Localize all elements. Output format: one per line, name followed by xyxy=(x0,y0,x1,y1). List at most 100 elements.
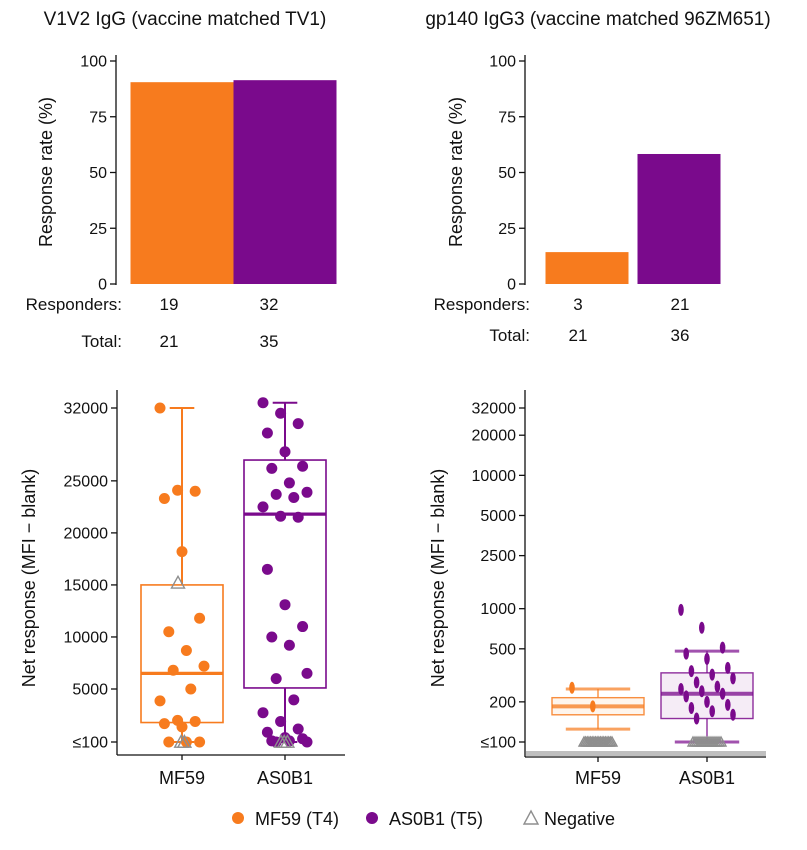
legend-as0b1-marker xyxy=(366,812,378,824)
v1v2-total-mf59: 21 xyxy=(160,332,179,351)
v1v2-point-as0b1 xyxy=(279,599,291,611)
v1v2-point-mf59 xyxy=(189,715,201,727)
v1v2-point-mf59 xyxy=(176,721,188,733)
v1v2-negative-mf59 xyxy=(170,574,186,589)
gp140-box-ytick-label: ≤100 xyxy=(481,735,517,752)
v1v2-bar-ytick-label: 75 xyxy=(89,109,107,126)
gp140-box-ytick-label: 1000 xyxy=(480,601,516,618)
gp140-point-as0b1 xyxy=(719,687,726,700)
gp140-bar-ytick-label: 75 xyxy=(498,109,516,126)
v1v2-negative-mf59 xyxy=(176,734,193,748)
gp140-point-as0b1 xyxy=(693,712,700,725)
v1v2-point-as0b1 xyxy=(261,427,273,439)
v1v2-point-mf59 xyxy=(167,664,179,676)
v1v2-point-mf59 xyxy=(158,493,170,505)
gp140-point-as0b1 xyxy=(725,661,731,674)
v1v2-point-as0b1 xyxy=(297,621,309,633)
v1v2-point-as0b1 xyxy=(292,723,304,735)
v1v2-point-as0b1 xyxy=(279,446,291,458)
v1v2-point-as0b1 xyxy=(266,462,278,474)
gp140-bar-ytick-label: 25 xyxy=(498,221,516,238)
v1v2-bars xyxy=(130,80,337,284)
gp140-responders-label: Responders: xyxy=(434,295,530,314)
v1v2-point-mf59 xyxy=(163,626,175,638)
gp140-box-ytick-label: 2500 xyxy=(480,548,516,565)
gp140-point-as0b1 xyxy=(688,701,695,714)
v1v2-box-ytick-label: 32000 xyxy=(64,401,109,418)
gp140-point-mf59 xyxy=(590,700,596,713)
v1v2-box-ytick-label: 5000 xyxy=(72,682,108,699)
v1v2-point-as0b1 xyxy=(257,707,269,719)
gp140-box-ytick-label: 10000 xyxy=(472,468,517,485)
legend-as0b1-label: AS0B1 (T5) xyxy=(389,809,483,829)
v1v2-box-mf59 xyxy=(140,407,224,743)
gp140-bar-as0b1 xyxy=(637,153,721,284)
v1v2-point-as0b1 xyxy=(275,510,287,522)
v1v2-bar-ytick-label: 50 xyxy=(89,165,107,182)
v1v2-box-yticks: ≤100 5000 10000 15000 20000 25000 32000 xyxy=(64,401,117,752)
v1v2-point-as0b1 xyxy=(288,694,300,706)
gp140-point-as0b1 xyxy=(730,672,736,685)
gp140-total-mf59: 21 xyxy=(569,326,588,345)
v1v2-box-ytick-label: ≤100 xyxy=(73,735,109,752)
gp140-box-as0b1 xyxy=(660,649,754,744)
v1v2-points xyxy=(154,397,313,748)
v1v2-point-as0b1 xyxy=(292,511,304,523)
v1v2-point-mf59 xyxy=(185,683,197,695)
v1v2-title: V1V2 IgG (vaccine matched TV1) xyxy=(44,9,327,30)
gp140-point-as0b1 xyxy=(709,668,715,681)
gp140-xlabel-mf59: MF59 xyxy=(575,768,621,788)
gp140-bar-yticks: 0 25 50 75 100 xyxy=(489,54,525,294)
v1v2-bar-mf59 xyxy=(130,82,234,284)
v1v2-box-ylabel: Net response (MFI − blank) xyxy=(19,469,39,688)
gp140-negative-mf59 xyxy=(605,735,619,747)
gp140-point-as0b1 xyxy=(678,682,684,695)
v1v2-responders-as0b1: 32 xyxy=(260,295,279,314)
gp140-point-as0b1 xyxy=(699,621,705,634)
v1v2-total-label: Total: xyxy=(81,332,122,351)
gp140-xlabel-as0b1: AS0B1 xyxy=(679,768,735,788)
v1v2-point-as0b1 xyxy=(288,492,300,504)
gp140-bar-ytick-label: 100 xyxy=(489,54,516,71)
v1v2-bar-ylabel: Response rate (%) xyxy=(36,97,56,247)
gp140-box-ylabel: Net response (MFI − blank) xyxy=(428,469,448,688)
v1v2-point-mf59 xyxy=(189,485,201,497)
v1v2-box-ytick-label: 25000 xyxy=(64,473,109,490)
gp140-point-as0b1 xyxy=(704,695,710,708)
legend-mf59-marker xyxy=(232,812,244,824)
gp140-point-as0b1 xyxy=(714,680,721,693)
v1v2-bar-as0b1 xyxy=(233,80,337,284)
gp140-point-as0b1 xyxy=(719,641,726,654)
v1v2-xlabel-as0b1: AS0B1 xyxy=(257,768,313,788)
gp140-point-mf59 xyxy=(569,681,575,694)
gp140-box-ytick-label: 200 xyxy=(489,694,516,711)
v1v2-bar-ytick-label: 25 xyxy=(89,221,107,238)
v1v2-point-mf59 xyxy=(198,660,210,672)
v1v2-point-as0b1 xyxy=(261,563,273,575)
v1v2-xlabel-mf59: MF59 xyxy=(159,768,205,788)
gp140-box-ytick-label: 500 xyxy=(489,641,516,658)
v1v2-box-ytick-label: 10000 xyxy=(64,629,109,646)
v1v2-point-as0b1 xyxy=(301,736,313,748)
v1v2-point-as0b1 xyxy=(266,631,278,643)
v1v2-point-mf59 xyxy=(158,718,170,730)
v1v2-responders-mf59: 19 xyxy=(160,295,179,314)
v1v2-point-mf59 xyxy=(154,402,166,414)
gp140-negative-band xyxy=(526,751,766,756)
v1v2-point-mf59 xyxy=(176,546,188,558)
v1v2-point-as0b1 xyxy=(283,477,295,489)
gp140-points xyxy=(569,603,736,747)
v1v2-point-mf59 xyxy=(194,736,206,748)
gp140-point-as0b1 xyxy=(725,698,731,711)
v1v2-point-mf59 xyxy=(163,736,175,748)
v1v2-bar-ytick-label: 0 xyxy=(98,277,107,294)
v1v2-bar-yticks: 0 25 50 75 100 xyxy=(80,54,116,294)
gp140-point-as0b1 xyxy=(683,690,689,703)
gp140-title: gp140 IgG3 (vaccine matched 96ZM651) xyxy=(425,9,770,30)
gp140-box-mf59 xyxy=(551,687,645,731)
gp140-responders-as0b1: 21 xyxy=(671,295,690,314)
gp140-point-as0b1 xyxy=(730,708,736,721)
v1v2-bar-panel: V1V2 IgG (vaccine matched TV1) Response … xyxy=(26,9,337,351)
legend-negative-label: Negative xyxy=(544,809,615,829)
v1v2-point-as0b1 xyxy=(275,715,287,727)
